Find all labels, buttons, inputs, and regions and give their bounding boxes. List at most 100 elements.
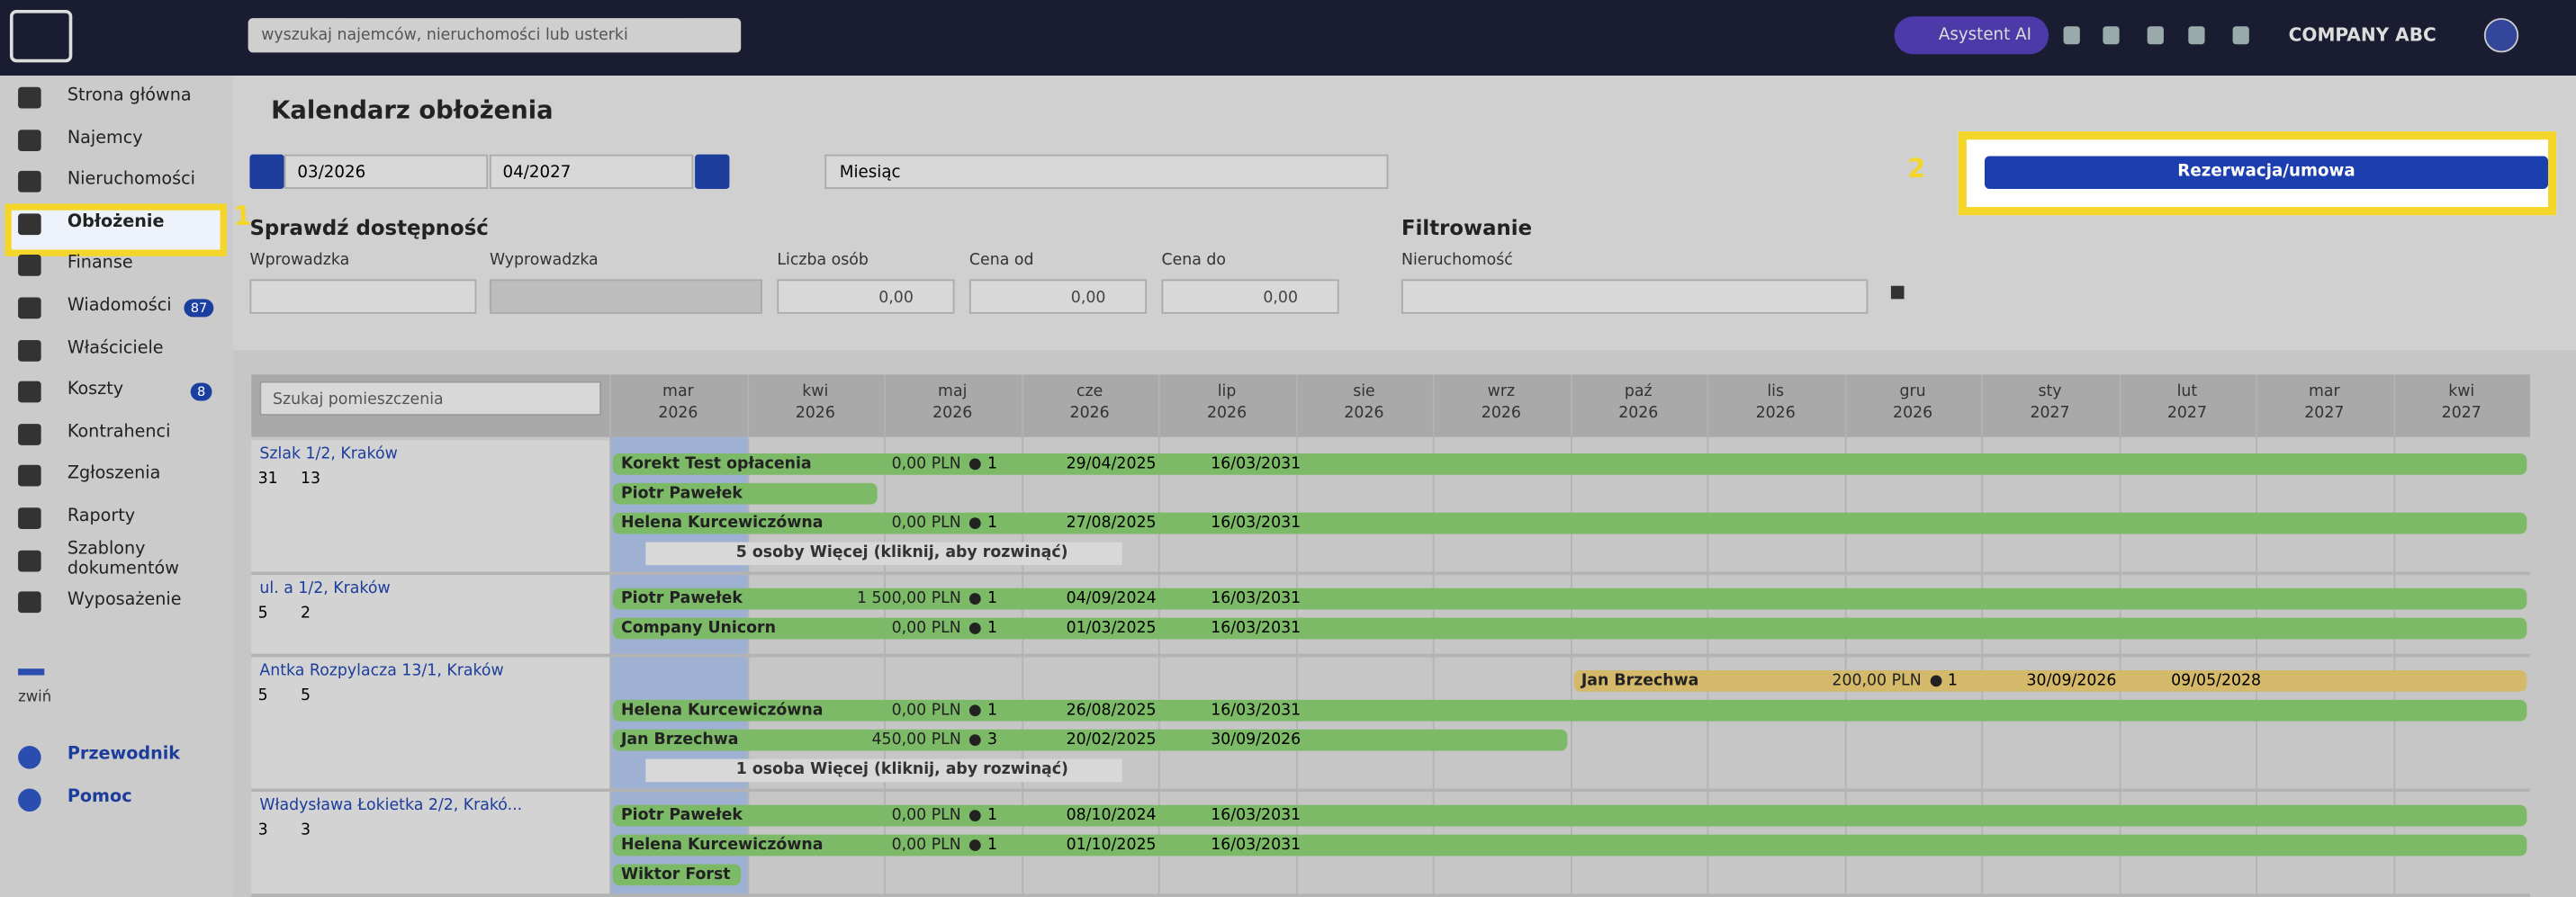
nav-icon <box>18 549 41 571</box>
nav-icon <box>18 171 41 193</box>
month-label: maj <box>938 382 968 401</box>
people: 1 <box>987 836 998 855</box>
assistant-button[interactable]: Asystent AI <box>1894 16 2049 55</box>
icon[interactable] <box>2103 26 2120 45</box>
page-title: Kalendarz obłożenia <box>271 94 554 125</box>
search-input[interactable]: wyszukaj najemców, nieruchomości lub ust… <box>248 18 742 53</box>
row-line <box>251 571 2530 576</box>
property-name[interactable]: ul. a 1/2, Kraków <box>259 579 391 598</box>
nav-icon <box>18 381 41 403</box>
check-out: 16/03/2031 <box>1211 836 1302 855</box>
row-line <box>251 653 2530 658</box>
tenant: Jan Brzechwa <box>1581 671 1699 690</box>
month-label: lip <box>1217 382 1237 401</box>
expand-row[interactable]: 5 osoby Więcej (kliknij, aby rozwinąć) <box>645 542 1122 566</box>
collapse[interactable]: zwiń <box>18 689 52 707</box>
tenant: Korekt Test opłacenia <box>620 454 812 473</box>
status-icon <box>968 593 981 605</box>
property-name[interactable]: Szlak 1/2, Kraków <box>259 444 398 463</box>
view-select[interactable]: Miesiąc <box>824 154 1389 189</box>
icon[interactable] <box>2147 26 2164 45</box>
month-year: 2026 <box>932 404 973 423</box>
avatar[interactable] <box>2483 18 2519 53</box>
property-name[interactable]: Władysława Łokietka 2/2, Krakó... <box>259 796 523 815</box>
icon[interactable] <box>2188 26 2205 45</box>
month-year: 2026 <box>795 404 835 423</box>
booking-bar[interactable]: Wiktor Forst <box>612 864 741 886</box>
month-label: gru <box>1899 382 1926 401</box>
status-icon <box>968 517 981 529</box>
collapse-icon <box>18 668 45 676</box>
persons: 5 <box>301 686 311 705</box>
month-year: 2027 <box>2030 404 2070 423</box>
check-in: 27/08/2025 <box>1066 514 1157 533</box>
nav-item[interactable]: Wiadomości <box>67 295 172 316</box>
booking-bar[interactable]: Helena Kurcewiczówna 0,00 PLN 1 27/08/2025 1… <box>612 512 2527 534</box>
nav-item[interactable]: Raporty <box>67 506 136 526</box>
nav-icon <box>18 423 41 445</box>
field-input[interactable]: 0,00 <box>777 279 955 314</box>
nav-link[interactable]: Pomoc <box>67 785 132 806</box>
filter-icon[interactable] <box>1890 285 1905 300</box>
room-search[interactable]: Szukaj pomieszczenia <box>259 381 602 416</box>
icon[interactable] <box>2063 26 2080 45</box>
booking-bar[interactable]: Piotr Pawełek 1 500,00 PLN 1 04/09/2024 16/0… <box>612 588 2527 610</box>
booking-bar[interactable]: Piotr Pawełek 0,00 PLN 1 08/10/2024 16/03/20… <box>612 804 2527 827</box>
link-icon <box>18 746 41 769</box>
field-input[interactable]: 0,00 <box>1161 279 1339 314</box>
nav-icon <box>18 507 41 529</box>
next-button[interactable] <box>695 154 730 189</box>
nav-item[interactable]: Strona główna <box>67 85 192 105</box>
tenant: Helena Kurcewiczówna <box>620 514 824 533</box>
nav-item[interactable]: Finanse <box>67 253 133 274</box>
property-name[interactable]: Antka Rozpylacza 13/1, Kraków <box>259 661 504 680</box>
status-icon <box>968 839 981 851</box>
section-title: Sprawdź dostępność <box>249 215 489 240</box>
month-label: kwi <box>802 382 829 401</box>
booking-bar[interactable]: Company Unicorn 0,00 PLN 1 01/03/2025 16/03/… <box>612 617 2527 640</box>
nav-item[interactable]: Właściciele <box>67 337 164 358</box>
booking-bar[interactable]: Jan Brzechwa 450,00 PLN 3 20/02/2025 30/09/2… <box>612 729 1567 751</box>
field-input[interactable] <box>1401 279 1869 314</box>
icon[interactable] <box>2232 26 2249 45</box>
nav-item[interactable]: Wyposażenie <box>67 589 182 610</box>
month-year: 2026 <box>1755 404 1796 423</box>
check-out: 16/03/2031 <box>1211 701 1302 720</box>
price: 0,00 PLN <box>891 836 961 855</box>
date-to[interactable]: 04/2027 <box>489 154 694 189</box>
people: 1 <box>1947 671 1958 690</box>
nav-link[interactable]: Przewodnik <box>67 744 181 765</box>
expand-row[interactable]: 1 osoba Więcej (kliknij, aby rozwinąć) <box>645 758 1122 783</box>
check-in: 20/02/2025 <box>1066 731 1157 749</box>
field-input[interactable]: 0,00 <box>968 279 1148 314</box>
nav-item[interactable]: Kontrahenci <box>67 421 171 442</box>
booking-bar[interactable]: Jan Brzechwa 200,00 PLN 1 30/09/2026 09/05/2… <box>1572 670 2527 692</box>
nav-item[interactable]: Zgłoszenia <box>67 463 161 484</box>
company-menu[interactable]: COMPANY ABC <box>2288 24 2436 47</box>
price: 200,00 PLN <box>1832 671 1922 690</box>
logo <box>9 9 73 63</box>
date-from[interactable]: 03/2026 <box>284 154 489 189</box>
nav-item[interactable]: Koszty <box>67 380 124 400</box>
month-year: 2026 <box>1344 404 1384 423</box>
status-icon <box>1929 675 1941 687</box>
field-input[interactable] <box>489 279 762 314</box>
nav-item[interactable]: Szablony dokumentów <box>67 538 179 579</box>
month-year: 2026 <box>1893 404 1933 423</box>
field-input[interactable] <box>249 279 477 314</box>
booking-bar[interactable]: Helena Kurcewiczówna 0,00 PLN 1 01/10/2025 1… <box>612 834 2527 857</box>
month-label: mar <box>2309 382 2340 401</box>
booking-bar[interactable]: Helena Kurcewiczówna 0,00 PLN 1 26/08/2025 1… <box>612 699 2527 722</box>
booking-bar[interactable]: Korekt Test opłacenia 0,00 PLN 1 29/04/2025… <box>612 453 2527 475</box>
nav-item[interactable]: Najemcy <box>67 127 143 148</box>
booking-bar[interactable]: Piotr Pawełek <box>612 482 878 505</box>
prev-button[interactable] <box>249 154 284 189</box>
price: 1 500,00 PLN <box>856 589 961 608</box>
tenant: Company Unicorn <box>620 619 776 638</box>
new-booking-button[interactable]: Rezerwacja/umowa <box>1984 156 2549 189</box>
nav-item[interactable]: Obłożenie <box>67 211 165 232</box>
month-label: kwi <box>2448 382 2475 401</box>
nav-item[interactable]: Nieruchomości <box>67 169 195 190</box>
month-year: 2026 <box>1618 404 1659 423</box>
month-year: 2027 <box>2304 404 2345 423</box>
